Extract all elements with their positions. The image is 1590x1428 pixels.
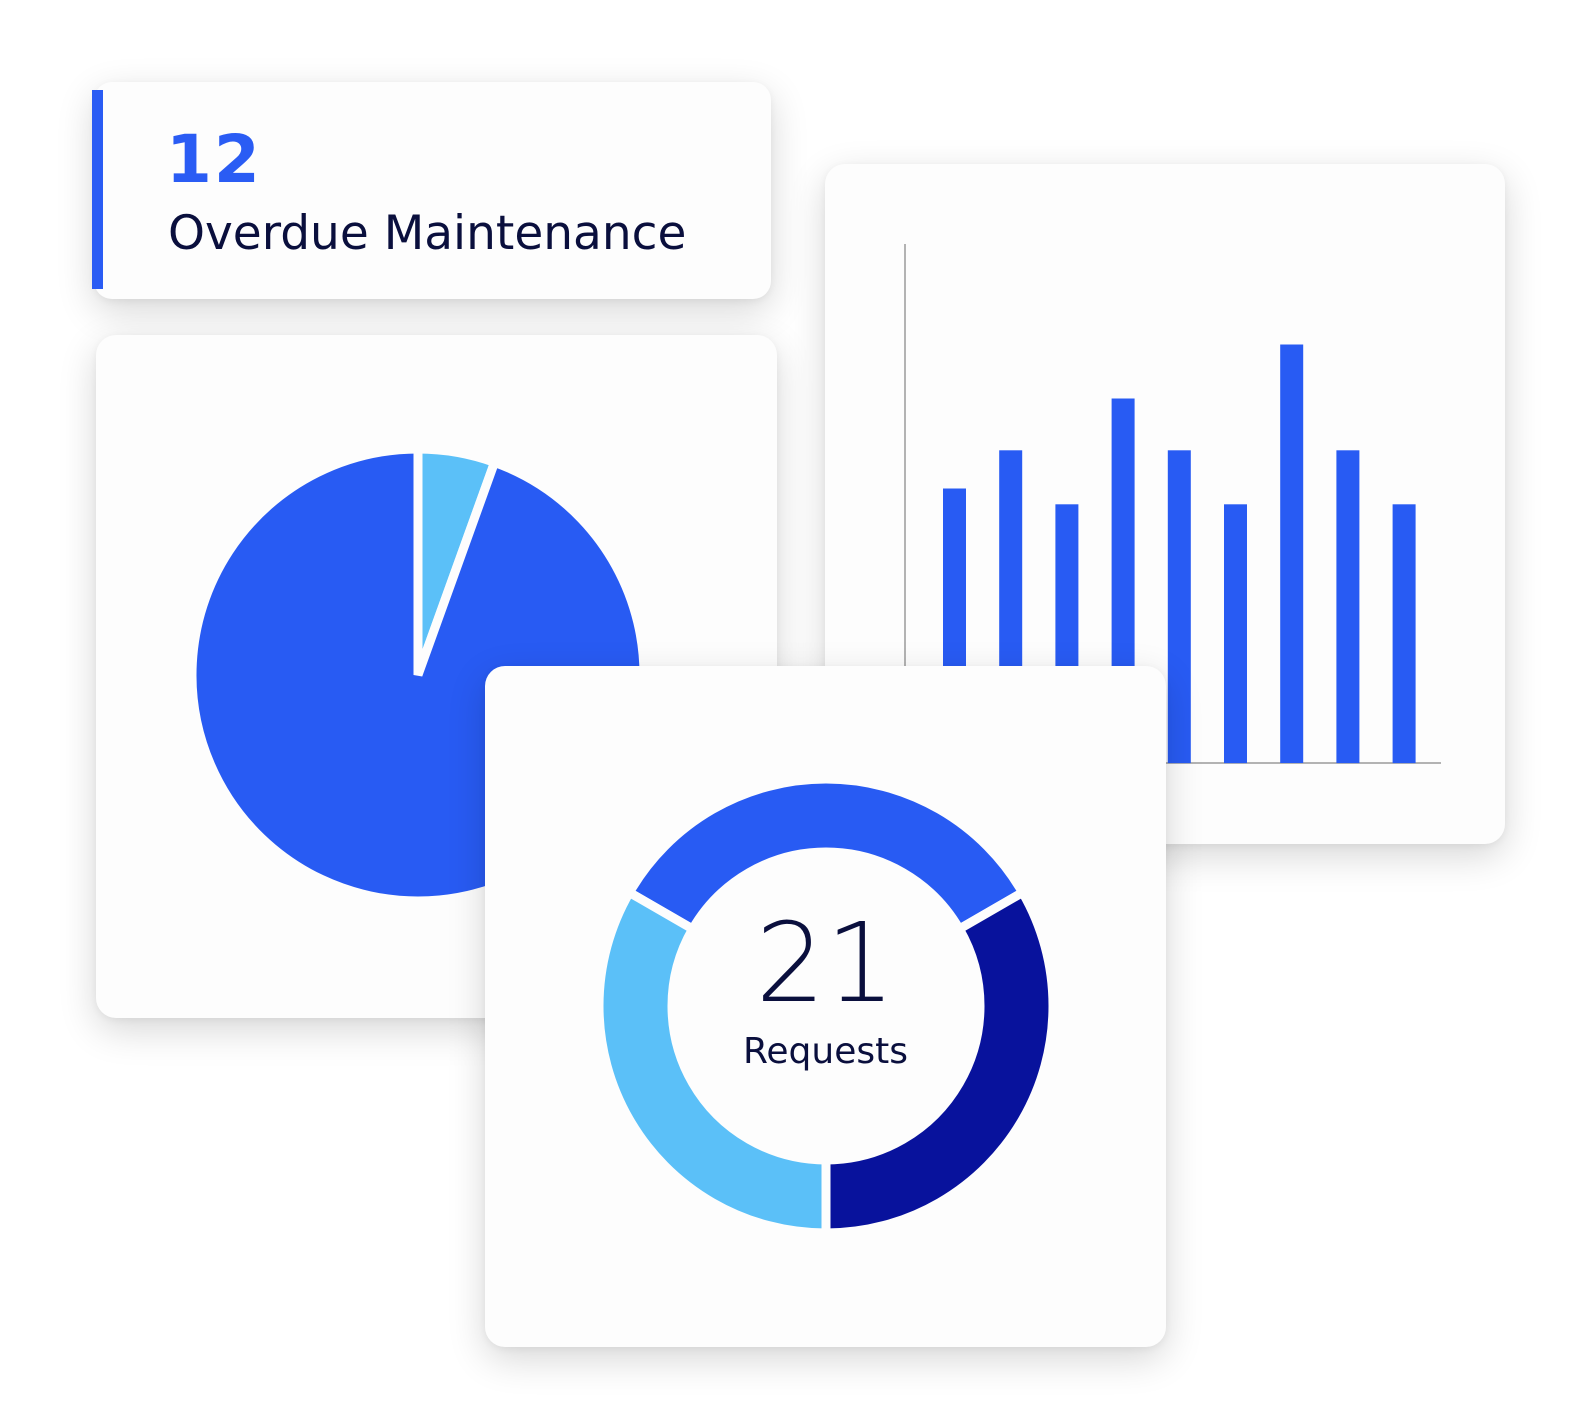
requests-label: Requests [743, 1031, 908, 1072]
requests-count: 21 [755, 899, 896, 1027]
overdue-count: 12 [166, 121, 262, 198]
bar-6 [1224, 504, 1247, 764]
bar-9 [1392, 504, 1416, 764]
donut-segment-2 [821, 886, 1058, 1238]
donut-segment-3 [594, 886, 831, 1238]
bar-7 [1280, 344, 1304, 763]
bar-8 [1336, 450, 1360, 764]
requests-donut-chart [594, 774, 1058, 1238]
requests-donut-card[interactable]: 21 Requests [485, 666, 1166, 1347]
overdue-maintenance-card[interactable]: 12 Overdue Maintenance [92, 82, 771, 299]
overdue-label: Overdue Maintenance [168, 206, 687, 261]
donut-segment-1 [623, 774, 1029, 936]
kpi-accent-bar [92, 90, 103, 289]
bar-5 [1167, 450, 1191, 764]
